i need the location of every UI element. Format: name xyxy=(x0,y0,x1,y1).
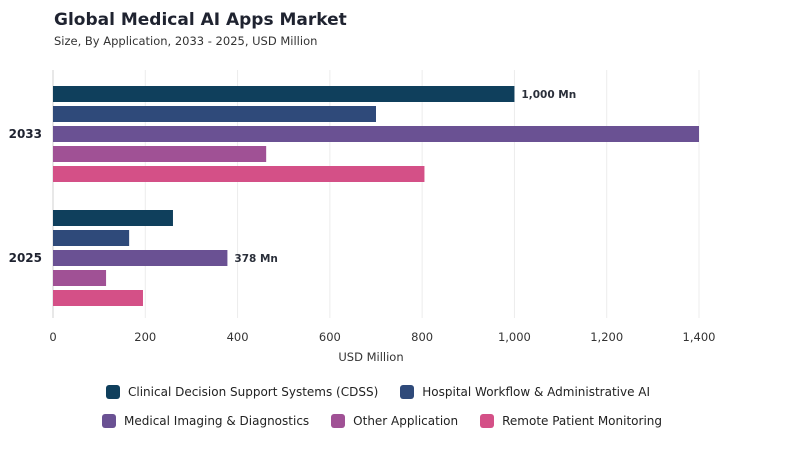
legend-row-1: Clinical Decision Support Systems (CDSS)… xyxy=(106,385,650,399)
legend-item-other-application: Other Application xyxy=(331,414,458,428)
x-tick-label: 800 xyxy=(411,330,433,344)
legend-label-hospital-workflow: Hospital Workflow & Administrative AI xyxy=(422,385,651,399)
bar xyxy=(53,126,699,142)
bar xyxy=(53,106,376,122)
bar-data-label: 378 Mn xyxy=(234,253,277,265)
y-category-label: 2025 xyxy=(9,251,42,265)
bar xyxy=(53,270,107,286)
legend-swatch-cdss xyxy=(106,385,120,399)
legend-swatch-hospital-workflow xyxy=(400,385,415,399)
legend-item-cdss: Clinical Decision Support Systems (CDSS) xyxy=(106,385,378,399)
bar xyxy=(53,250,228,266)
legend-item-remote-monitoring: Remote Patient Monitoring xyxy=(480,414,662,428)
x-tick-label: 1,400 xyxy=(683,330,716,344)
x-tick-label: 1,200 xyxy=(590,330,623,344)
legend-swatch-other-application xyxy=(331,414,346,428)
x-axis-title: USD Million xyxy=(338,350,403,364)
bar xyxy=(53,86,515,102)
legend-item-hospital-workflow: Hospital Workflow & Administrative AI xyxy=(400,385,650,399)
y-category-label: 2033 xyxy=(9,127,42,141)
x-tick-label: 0 xyxy=(49,330,56,344)
chart-legend: Clinical Decision Support Systems (CDSS)… xyxy=(0,380,800,450)
bar-chart: 0 200 400 600 800 1,000 1,200 1,400 USD Million 2… xyxy=(9,70,716,364)
legend-swatch-medical-imaging xyxy=(102,414,116,428)
bar xyxy=(53,146,267,162)
x-tick-label: 400 xyxy=(227,330,249,344)
bar xyxy=(53,210,173,226)
x-tick-label: 1,000 xyxy=(498,330,531,344)
legend-label-medical-imaging: Medical Imaging & Diagnostics xyxy=(124,414,310,428)
legend-row-2: Medical Imaging & Diagnostics Other Appl… xyxy=(102,414,662,428)
legend-label-other-application: Other Application xyxy=(353,414,459,428)
bar xyxy=(53,166,425,182)
chart-title: Global Medical AI Apps Market xyxy=(54,10,347,30)
legend-item-medical-imaging: Medical Imaging & Diagnostics xyxy=(102,414,309,428)
legend-swatch-remote-monitoring xyxy=(480,414,495,428)
bar xyxy=(53,230,130,246)
x-tick-label: 200 xyxy=(134,330,156,344)
bar xyxy=(53,290,143,306)
legend-label-remote-monitoring: Remote Patient Monitoring xyxy=(502,414,662,428)
legend-label-cdss: Clinical Decision Support Systems (CDSS) xyxy=(128,385,379,399)
x-tick-label: 600 xyxy=(319,330,341,344)
chart-subtitle: Size, By Application, 2033 - 2025, USD M… xyxy=(54,34,318,48)
bar-data-label: 1,000 Mn xyxy=(521,89,576,101)
